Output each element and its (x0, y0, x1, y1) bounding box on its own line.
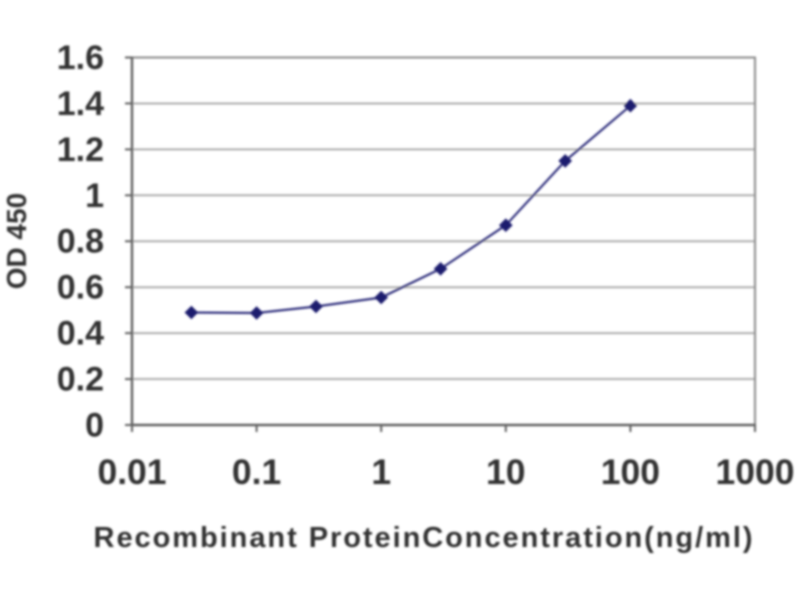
svg-text:OD 450: OD 450 (1, 193, 32, 290)
svg-text:1000: 1000 (716, 452, 795, 492)
svg-text:1: 1 (85, 177, 104, 215)
svg-text:0.01: 0.01 (97, 452, 166, 492)
svg-text:0: 0 (85, 407, 104, 445)
svg-text:Recombinant ProteinConcentrati: Recombinant ProteinConcentration(ng/ml) (94, 522, 755, 554)
svg-text:1.4: 1.4 (57, 85, 104, 123)
svg-text:0.8: 0.8 (57, 223, 104, 261)
svg-text:0.4: 0.4 (57, 315, 104, 353)
svg-text:1.2: 1.2 (57, 131, 104, 169)
svg-text:1: 1 (371, 452, 391, 492)
svg-text:1.6: 1.6 (57, 39, 104, 77)
svg-text:0.6: 0.6 (57, 269, 104, 307)
svg-text:0.1: 0.1 (232, 452, 281, 492)
svg-text:0.2: 0.2 (57, 361, 104, 399)
svg-text:100: 100 (601, 452, 660, 492)
svg-text:10: 10 (486, 452, 526, 492)
